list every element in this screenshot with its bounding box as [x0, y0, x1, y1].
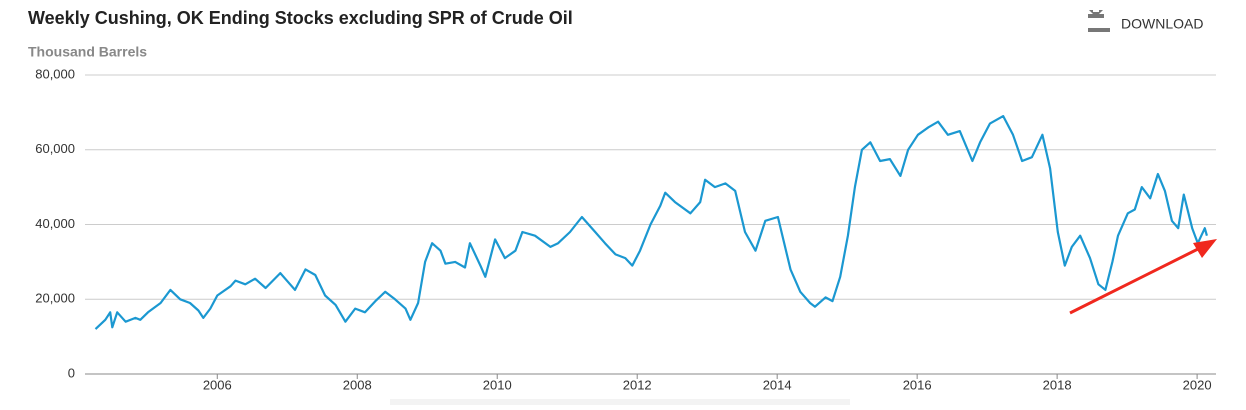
- download-label[interactable]: DOWNLOAD: [1121, 16, 1203, 32]
- y-tick-label: 60,000: [35, 141, 75, 156]
- y-tick-label: 0: [68, 365, 75, 380]
- x-tick-label: 2016: [903, 377, 932, 392]
- y-tick-label: 80,000: [35, 66, 75, 81]
- download-tray: [1088, 28, 1110, 32]
- x-tick-label: 2006: [203, 377, 232, 392]
- data-line: [94, 115, 1208, 330]
- y-tick-label: 40,000: [35, 216, 75, 231]
- x-tick-label: 2020: [1183, 377, 1212, 392]
- x-tick-label: 2014: [763, 377, 792, 392]
- download-arrow: [1089, 10, 1103, 17]
- annotation-arrowhead: [1193, 239, 1217, 258]
- x-tick-label: 2018: [1043, 377, 1072, 392]
- scroll-strip: [390, 399, 850, 405]
- x-tick-label: 2008: [343, 377, 372, 392]
- x-tick-label: 2012: [623, 377, 652, 392]
- chart-subtitle: Thousand Barrels: [28, 44, 147, 60]
- y-tick-label: 20,000: [35, 291, 75, 306]
- annotation-arrow: [1069, 246, 1201, 315]
- plot-area: 0 20,000 40,000 60,000 80,000 2006 2008 2010 201…: [35, 66, 1216, 392]
- x-tick-label: 2010: [483, 377, 512, 392]
- download-button[interactable]: DOWNLOAD: [1088, 10, 1203, 32]
- chart-title: Weekly Cushing, OK Ending Stocks excludi…: [28, 8, 573, 28]
